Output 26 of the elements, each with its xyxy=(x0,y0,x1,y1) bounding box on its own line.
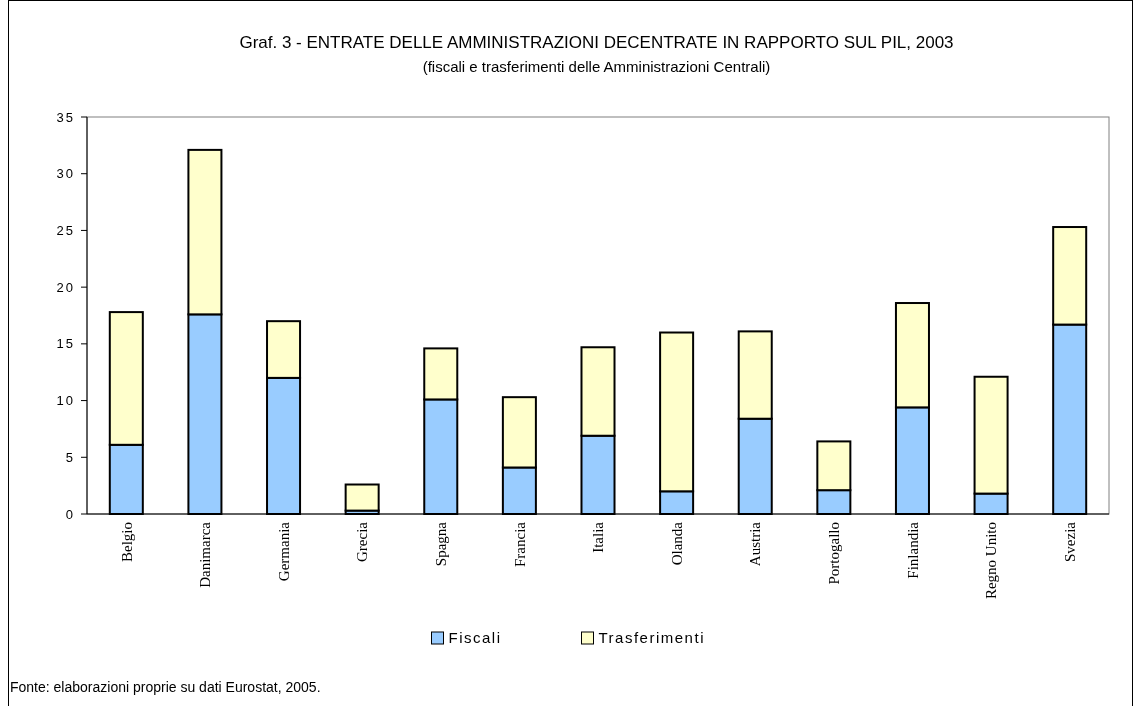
y-tick-label: 20 xyxy=(56,279,75,295)
y-tick-label: 0 xyxy=(65,506,75,522)
legend-label: Trasferimenti xyxy=(598,629,705,647)
x-tick-label: Francia xyxy=(511,521,528,567)
x-tick-label: Austria xyxy=(747,521,764,567)
x-tick-label: Spagna xyxy=(433,521,450,567)
y-tick-label: 35 xyxy=(56,109,75,125)
x-tick-label: Svezia xyxy=(1061,521,1078,562)
legend-label: Fiscali xyxy=(448,629,502,647)
y-tick-label: 30 xyxy=(56,166,75,182)
y-tick-label: 5 xyxy=(65,449,75,465)
y-tick-label: 10 xyxy=(56,393,75,409)
chart-subtitle: (fiscali e trasferimenti delle Amministrazioni Centrali) xyxy=(422,58,771,75)
chart-title: Graf. 3 - ENTRATE DELLE AMMINISTRAZIONI DECENTRATE IN RAPPORTO SUL PIL, 2003 xyxy=(239,33,954,52)
source-note: Fonte: elaborazioni proprie su dati Eurostat, 2005. xyxy=(10,679,321,695)
x-tick-label: Olanda xyxy=(668,521,685,566)
x-tick-label: Germania xyxy=(275,521,292,582)
x-tick-label: Belgio xyxy=(118,522,135,562)
x-tick-label: Danimarca xyxy=(197,521,214,588)
x-tick-label: Grecia xyxy=(354,521,371,562)
x-tick-label: Regno Unito xyxy=(983,522,1000,600)
y-tick-label: 25 xyxy=(56,222,75,238)
x-tick-label: Italia xyxy=(590,521,607,553)
y-tick-label: 15 xyxy=(56,336,75,352)
x-tick-label: Finlandia xyxy=(904,521,921,579)
x-tick-label: Portogallo xyxy=(826,522,843,585)
